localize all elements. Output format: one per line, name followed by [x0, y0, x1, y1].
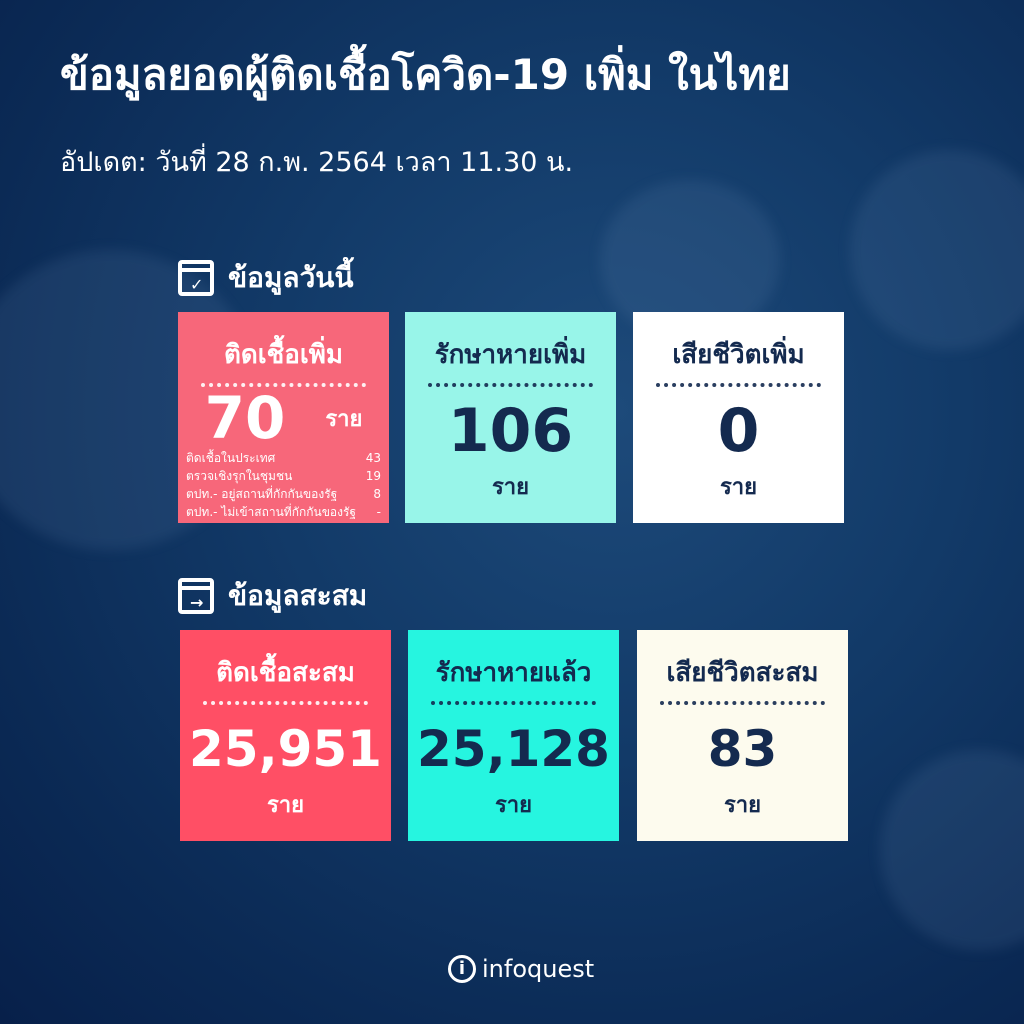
card-unit: ราย	[719, 475, 758, 500]
card-new-deaths: เสียชีวิตเพิ่ม 0 ราย	[633, 312, 844, 523]
card-value: 0	[717, 396, 760, 466]
detail-row: ตปท.- ไม่เข้าสถานที่กักกันของรัฐ -	[186, 505, 381, 519]
card-label: ติดเชื้อเพิ่ม	[223, 340, 344, 370]
virus-decoration	[880, 750, 1024, 950]
card-new-recovered: รักษาหายเพิ่ม 106 ราย	[405, 312, 616, 523]
card-total-recovered: รักษาหายแล้ว 25,128 ราย	[408, 630, 619, 841]
cumulative-heading-label: ข้อมูลสะสม	[228, 579, 368, 612]
card-new-infections: ติดเชื้อเพิ่ม 70 ราย ติดเชื้อในประเทศ 43 …	[178, 312, 389, 523]
today-heading-label: ข้อมูลวันนี้	[228, 261, 354, 294]
card-unit: ราย	[494, 793, 533, 818]
card-unit: ราย	[266, 793, 305, 818]
card-label: รักษาหายเพิ่ม	[434, 340, 587, 370]
divider	[203, 701, 368, 705]
today-heading: ✓ ข้อมูลวันนี้	[178, 256, 354, 300]
card-value: 106	[447, 396, 574, 466]
card-unit: ราย	[723, 793, 762, 818]
card-total-deaths: เสียชีวิตสะสม 83 ราย	[637, 630, 848, 841]
divider	[201, 383, 366, 387]
detail-row: ตรวจเชิงรุกในชุมชน 19	[186, 469, 381, 483]
card-unit: ราย	[325, 406, 363, 432]
card-label: เสียชีวิตเพิ่ม	[672, 340, 805, 370]
page-title: ข้อมูลยอดผู้ติดเชื้อโควิด-19 เพิ่ม ในไทย	[60, 50, 791, 99]
divider	[431, 701, 596, 705]
infoquest-logo: i infoquest	[448, 955, 594, 983]
card-value: 25,128	[417, 720, 610, 778]
card-value: 70	[204, 384, 286, 452]
divider	[656, 383, 821, 387]
card-label: เสียชีวิตสะสม	[666, 658, 819, 688]
cumulative-heading: → ข้อมูลสะสม	[178, 574, 367, 618]
card-value: 25,951	[189, 720, 382, 778]
divider	[428, 383, 593, 387]
calendar-import-icon: →	[178, 578, 214, 614]
card-label: รักษาหายแล้ว	[435, 658, 592, 688]
card-unit: ราย	[491, 475, 530, 500]
card-label: ติดเชื้อสะสม	[216, 658, 355, 688]
update-time: อัปเดต: วันที่ 28 ก.พ. 2564 เวลา 11.30 น…	[60, 147, 574, 178]
detail-row: ติดเชื้อในประเทศ 43	[186, 451, 381, 465]
info-magnifier-icon: i	[448, 955, 476, 983]
logo-text: infoquest	[482, 955, 595, 983]
card-value: 83	[707, 720, 778, 778]
detail-row: ตปท.- อยู่สถานที่กักกันของรัฐ 8	[186, 487, 381, 501]
divider	[660, 701, 825, 705]
card-total-infections: ติดเชื้อสะสม 25,951 ราย	[180, 630, 391, 841]
virus-decoration	[850, 150, 1024, 350]
calendar-check-icon: ✓	[178, 260, 214, 296]
